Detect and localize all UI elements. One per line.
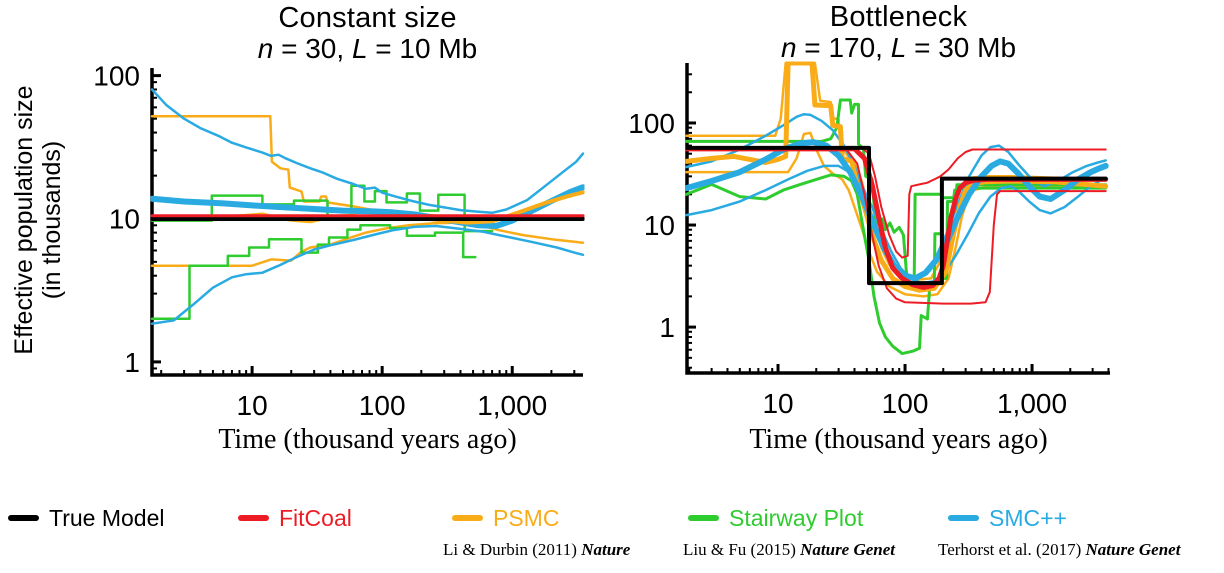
bottleneck-chart: 10 100 1,000 1 10 100 [628,61,1110,419]
y-tick-label: 100 [93,61,140,92]
series-group [685,61,1109,356]
major-ticks [152,74,514,375]
y-tick-label: 10 [644,210,675,241]
y-tick-label: 1 [124,347,140,378]
x-tick-label: 100 [359,390,406,421]
y-axis-label-line1: Effective population size [10,85,38,355]
x-tick-label: 10 [762,388,793,419]
legend-label-stairway-plot: Stairway Plot [729,504,864,531]
citation-psmc: Li & Durbin (2011) Nature [443,540,631,559]
axes [150,68,583,377]
series-group [150,88,585,325]
tick-labels: 10 100 1,000 1 10 100 [628,108,1067,419]
fitcoal-swatch-icon [238,515,269,521]
citation-stairway: Liu & Fu (2015) Nature Genet [683,540,896,559]
x-tick-label: 100 [882,388,929,419]
y-tick-label: 1 [659,312,675,343]
series-fitcoal_estimate [685,146,1109,290]
tick-labels: 10 100 1,000 1 10 100 [93,61,547,421]
x-tick-label: 10 [237,390,268,421]
series-fitcoal_ci_lower [685,149,1107,305]
series-smcpp_estimate [685,139,1109,282]
series-psmc_ci_lower [150,221,585,267]
y-axis-label-line2: (in thousands) [38,140,66,300]
series-stairway_ci_lower [685,173,1108,356]
citation-smcpp: Terhorst et al. (2017) Nature Genet [938,540,1181,559]
legend-item-psmc: PSMC [452,504,559,532]
x-tick-label: 1,000 [477,390,547,421]
legend-item-stairway-plot: Stairway Plot [688,504,863,532]
y-axis-label: Effective population size (in thousands) [10,85,66,354]
major-ticks [687,121,1034,373]
smcpp-swatch-icon [948,515,979,521]
legend-label-true-model: True Model [49,504,165,531]
minor-ticks [687,73,1110,373]
bottleneck-subtitle: n = 170, L = 30 Mb [780,32,1017,63]
legend-item-smcpp: SMC++ [948,504,1067,532]
constant-size-chart: 10 100 1,000 1 10 100 [93,61,585,421]
stairway-plot-swatch-icon [688,515,719,521]
series-smcpp_ci_upper [150,88,585,215]
x-tick-label: 1,000 [997,388,1067,419]
legend-item-fitcoal: FitCoal [238,504,352,532]
series-stairway_ci_upper [685,98,1108,282]
minor-ticks [152,81,576,375]
bottleneck-x-axis-label: Time (thousand years ago) [749,424,1048,455]
constant-size-title: Constant size [278,2,457,34]
series-smcpp_ci_lower [150,224,585,325]
psmc-swatch-icon [452,515,483,521]
legend-label-smcpp: SMC++ [989,504,1067,531]
legend-item-true-model: True Model [8,504,164,532]
y-tick-label: 100 [628,108,675,139]
series-fitcoal_ci_upper [685,146,1107,259]
constant-size-subtitle: n = 30, L = 10 Mb [257,33,478,64]
y-tick-label: 10 [109,204,140,235]
series-true_model [685,145,1108,286]
legend-label-fitcoal: FitCoal [279,504,352,531]
legend-label-psmc: PSMC [493,504,560,531]
true-model-swatch-icon [8,515,39,521]
bottleneck-title: Bottleneck [829,1,968,33]
axes [685,63,1110,375]
constant-size-x-axis-label: Time (thousand years ago) [218,424,517,455]
series-stairway_ci_lower [150,224,477,321]
